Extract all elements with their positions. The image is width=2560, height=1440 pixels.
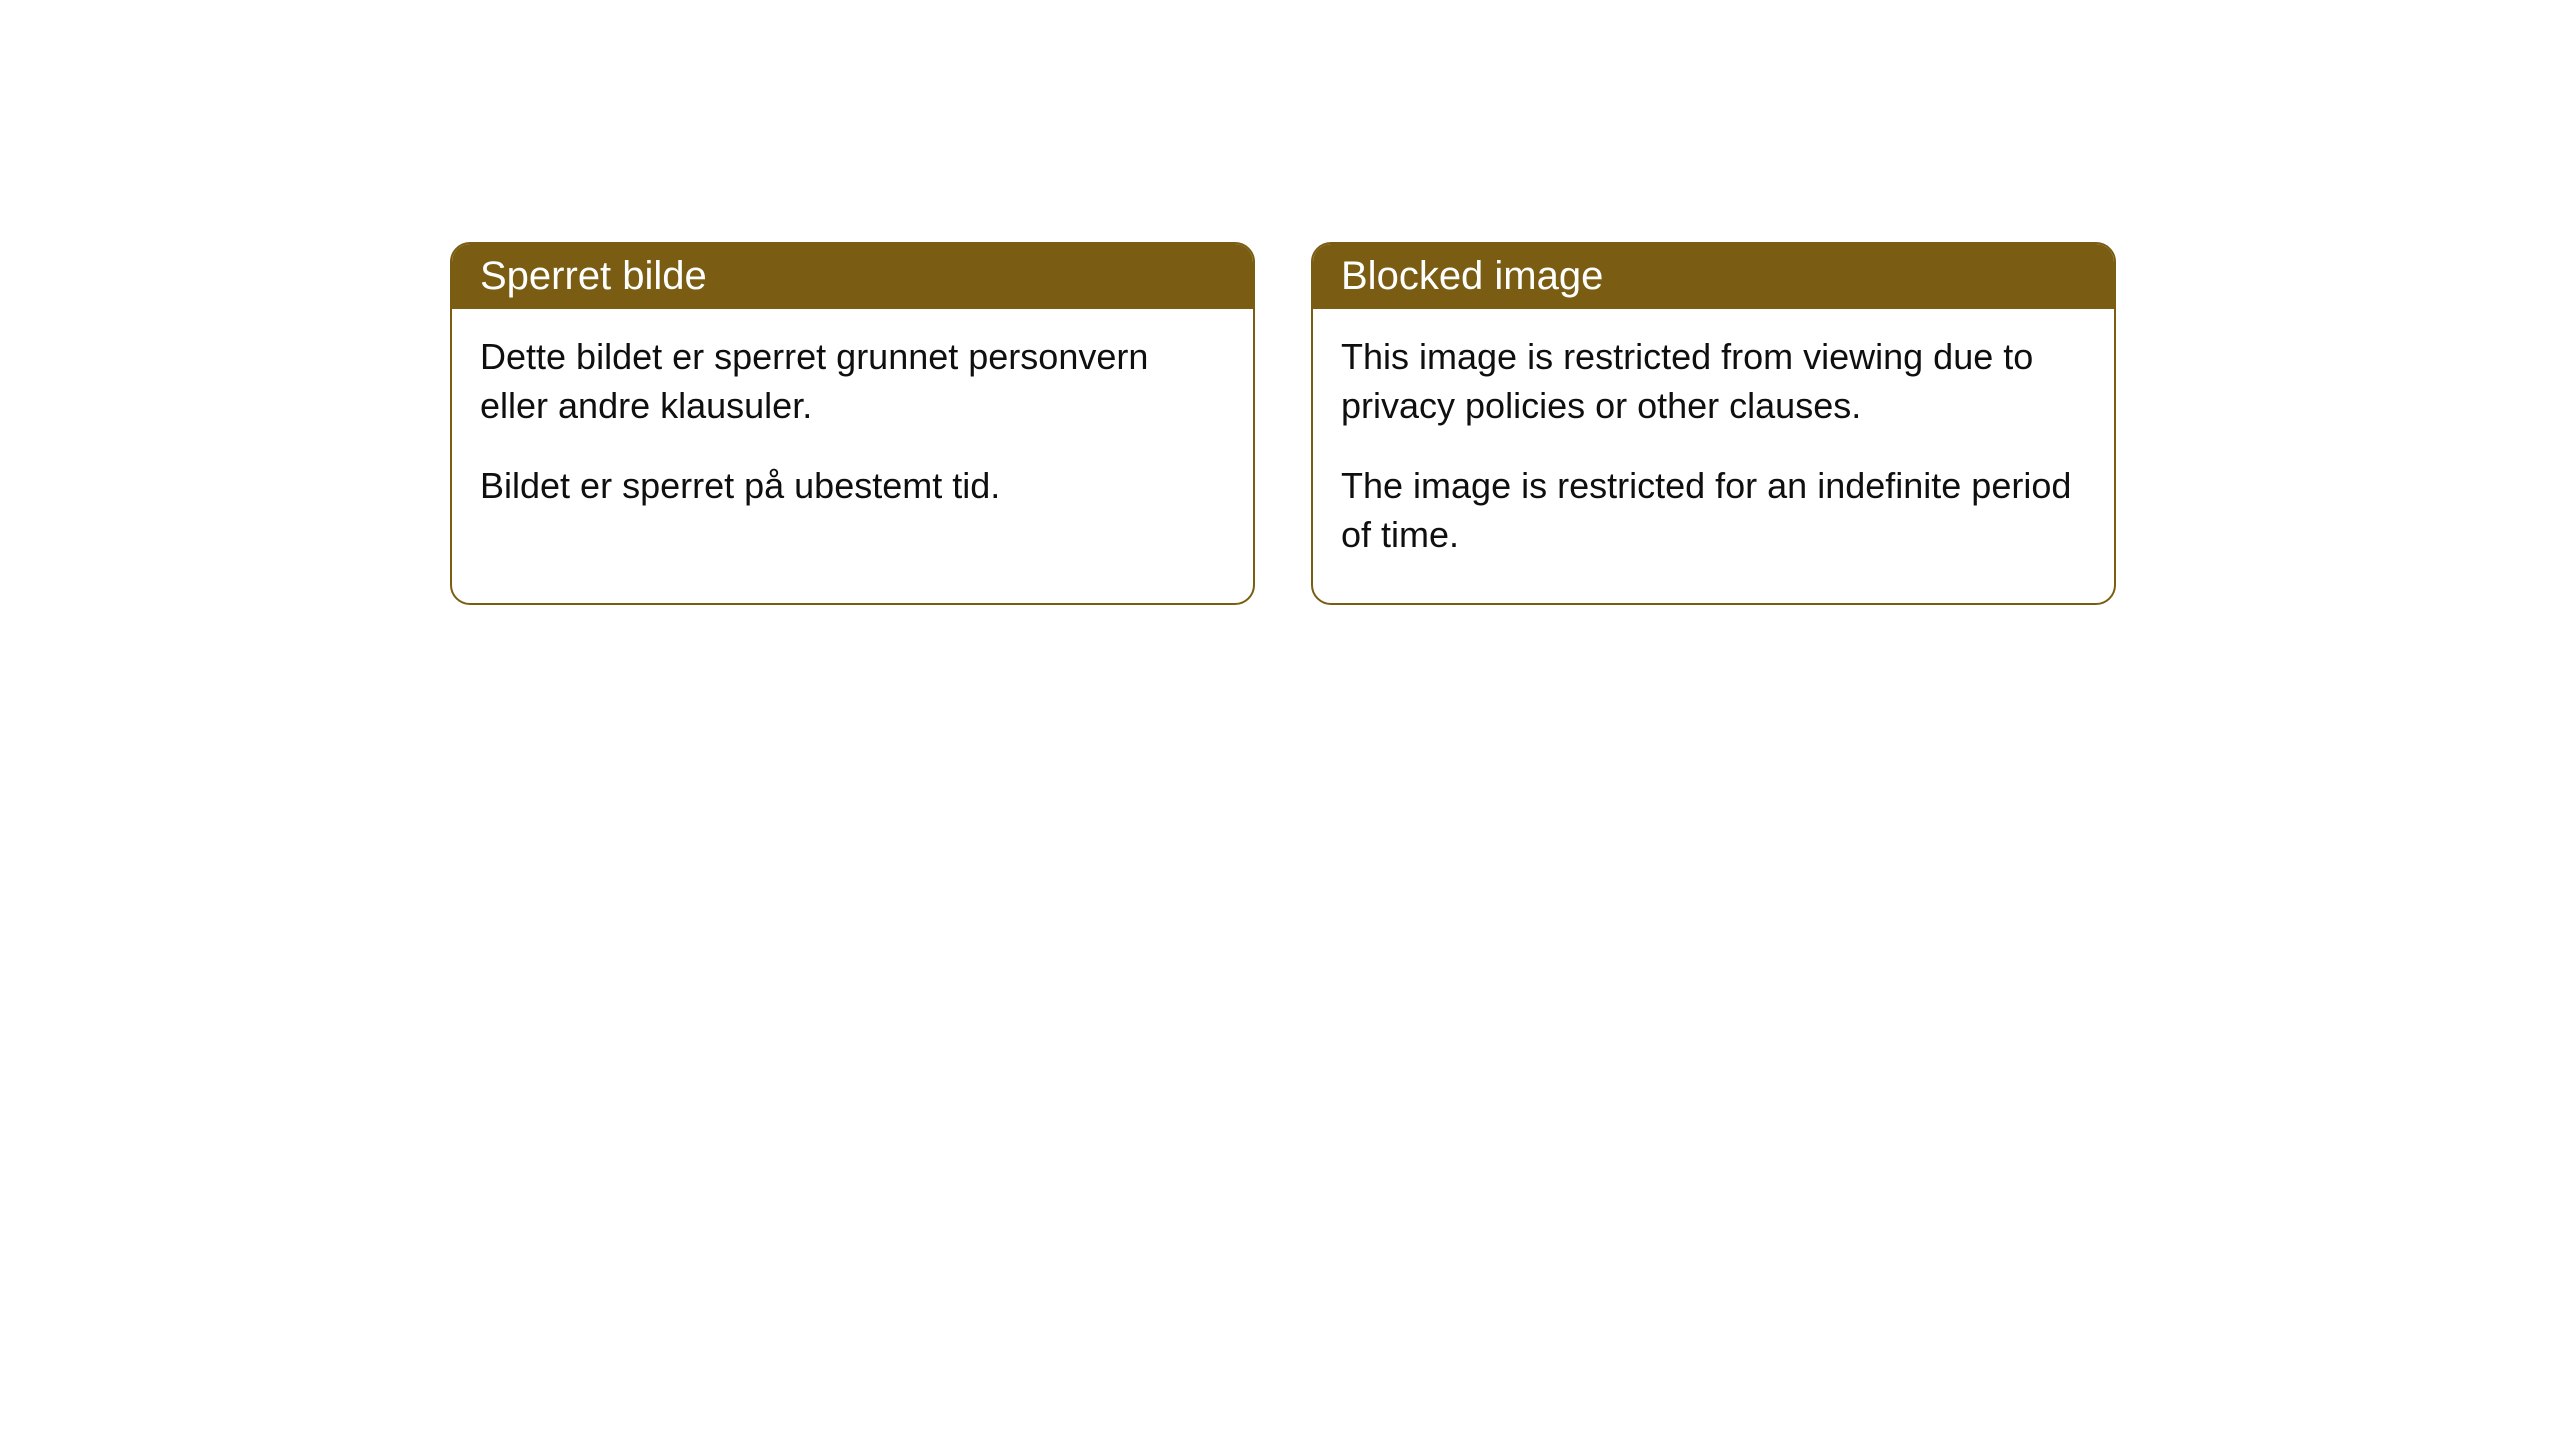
card-paragraph: The image is restricted for an indefinit…	[1341, 462, 2086, 559]
card-paragraph: Bildet er sperret på ubestemt tid.	[480, 462, 1225, 511]
notice-card-container: Sperret bilde Dette bildet er sperret gr…	[450, 242, 2116, 605]
card-title: Sperret bilde	[480, 254, 707, 298]
card-paragraph: Dette bildet er sperret grunnet personve…	[480, 333, 1225, 430]
card-body: Dette bildet er sperret grunnet personve…	[452, 309, 1253, 555]
notice-card-norwegian: Sperret bilde Dette bildet er sperret gr…	[450, 242, 1255, 605]
card-title: Blocked image	[1341, 254, 1603, 298]
card-header: Blocked image	[1313, 244, 2114, 309]
card-body: This image is restricted from viewing du…	[1313, 309, 2114, 603]
card-header: Sperret bilde	[452, 244, 1253, 309]
card-paragraph: This image is restricted from viewing du…	[1341, 333, 2086, 430]
notice-card-english: Blocked image This image is restricted f…	[1311, 242, 2116, 605]
